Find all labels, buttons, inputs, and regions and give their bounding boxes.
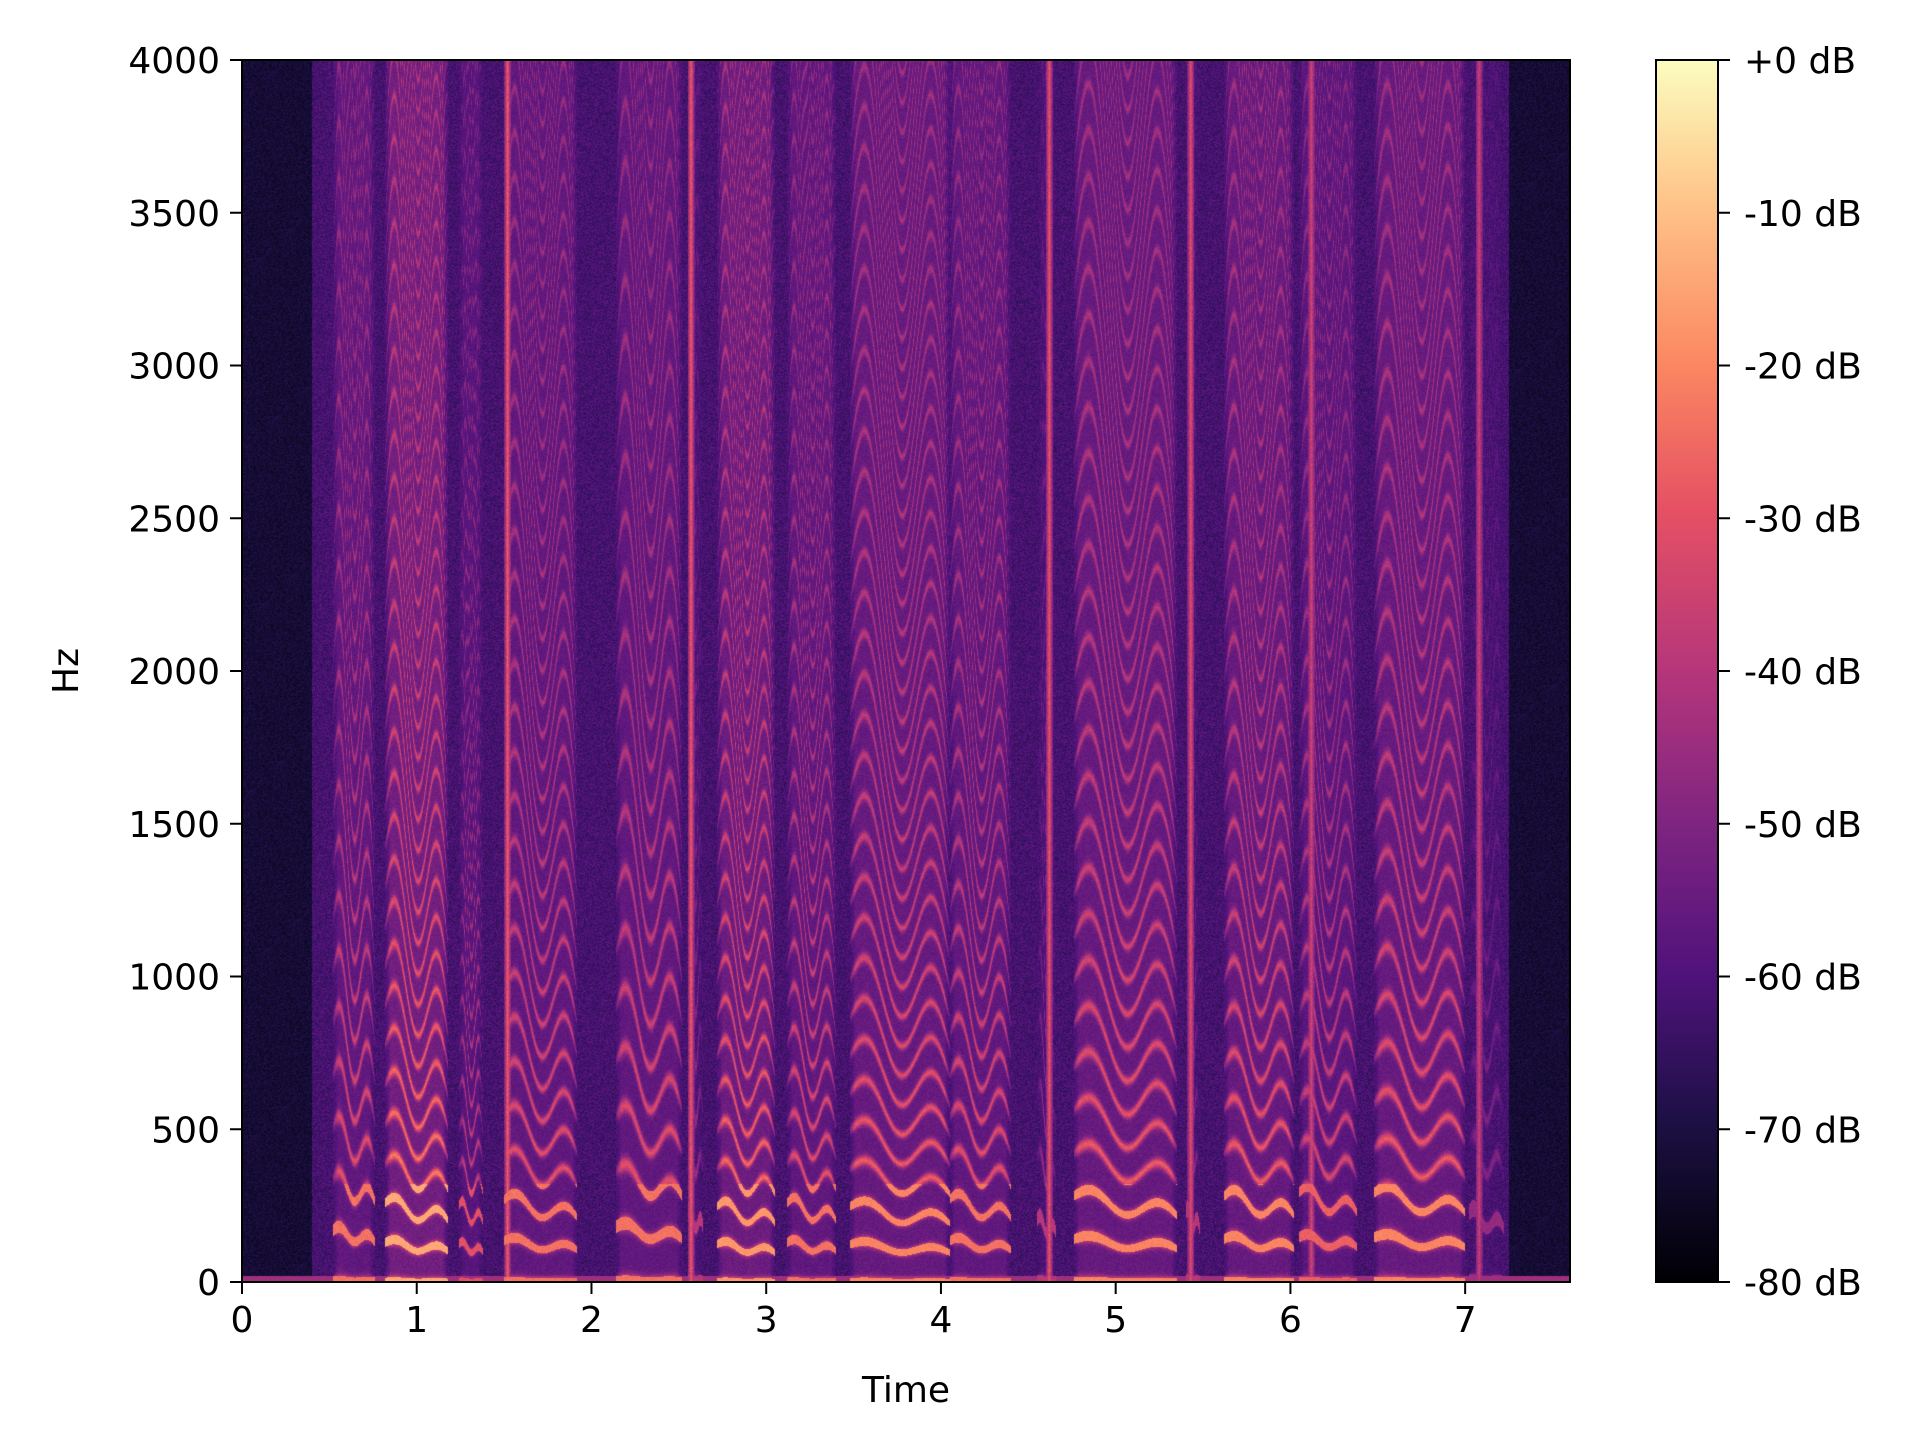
colorbar-tick-label: -60 dB — [1744, 958, 1862, 999]
colorbar-tick-label: +0 dB — [1744, 41, 1856, 82]
x-tick-label: 2 — [580, 1300, 603, 1341]
colorbar-tick-label: -20 dB — [1744, 347, 1862, 388]
y-tick-label: 1500 — [128, 805, 220, 846]
x-axis: 0 1 2 3 4 5 6 7 — [231, 1282, 1477, 1341]
colorbar-tick-label: -70 dB — [1744, 1110, 1862, 1151]
x-tick-label: 6 — [1279, 1300, 1302, 1341]
spectrogram-plot — [241, 59, 1571, 1283]
y-tick-label: 4000 — [128, 41, 220, 82]
colorbar-tick-label: -50 dB — [1744, 805, 1862, 846]
spectrogram-image — [242, 60, 1570, 1282]
x-axis-label: Time — [861, 1370, 950, 1411]
x-tick-label: 7 — [1454, 1300, 1477, 1341]
y-tick-label: 3000 — [128, 347, 220, 388]
colorbar-tick-label: -10 dB — [1744, 194, 1862, 235]
colorbar-gradient — [1656, 60, 1718, 1282]
x-tick-label: 4 — [929, 1300, 952, 1341]
colorbar-ticks: +0 dB -10 dB -20 dB -30 dB -40 dB -50 dB -60 d… — [1718, 41, 1862, 1304]
y-tick-label: 3500 — [128, 194, 220, 235]
x-tick-label: 5 — [1104, 1300, 1127, 1341]
x-tick-label: 3 — [755, 1300, 778, 1341]
colorbar-tick-label: -80 dB — [1744, 1263, 1862, 1304]
x-tick-label: 0 — [231, 1300, 254, 1341]
y-tick-label: 2000 — [128, 652, 220, 693]
colorbar: +0 dB -10 dB -20 dB -30 dB -40 dB -50 dB -60 d… — [1655, 41, 1862, 1304]
colorbar-tick-label: -30 dB — [1744, 499, 1862, 540]
y-axis-label: Hz — [46, 648, 87, 694]
x-tick-label: 1 — [405, 1300, 428, 1341]
y-axis: 0 500 1000 1500 2000 2500 3000 3500 4000 — [128, 41, 242, 1304]
y-tick-label: 2500 — [128, 499, 220, 540]
y-tick-label: 0 — [197, 1263, 220, 1304]
colorbar-tick-label: -40 dB — [1744, 652, 1862, 693]
y-tick-label: 1000 — [128, 958, 220, 999]
y-tick-label: 500 — [151, 1110, 220, 1151]
